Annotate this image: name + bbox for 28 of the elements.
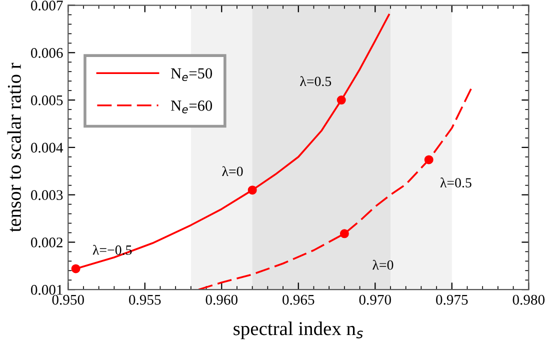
x-tick-label: 0.960: [206, 294, 238, 305]
x-tick-label: 0.975: [436, 294, 468, 305]
y-axis-title: tensor to scalar ratio r: [7, 62, 21, 232]
x-tick-label: 0.950: [52, 294, 84, 305]
y-tick-label: 0.001: [31, 284, 62, 295]
point: [248, 186, 257, 195]
annotation: λ=−0.5: [92, 244, 132, 255]
x-tick-label: 0.970: [359, 294, 391, 305]
point: [336, 96, 346, 105]
y-tick-label: 0.004: [31, 142, 64, 153]
annotation: λ=0.5: [300, 76, 332, 86]
legend-label: N$_{e}$=50: [170, 68, 212, 82]
y-tick-label: 0.007: [31, 0, 63, 11]
x-tick-label: 0.965: [282, 294, 314, 305]
annotation: λ=0: [222, 166, 243, 176]
x-tick-label: 0.980: [512, 294, 544, 305]
annotation: λ=0.5: [440, 178, 472, 188]
y-tick-label: 0.006: [31, 48, 63, 58]
point: [424, 155, 434, 164]
annotation: λ=0: [372, 260, 394, 270]
point: [71, 264, 80, 274]
legend-label: N$_{e}$=60: [170, 100, 212, 114]
y-tick-label: 0.005: [31, 95, 63, 106]
x-tick-label: 0.955: [129, 294, 161, 305]
x-axis-title: spectral index n$_{s}$: [234, 322, 363, 340]
point: [340, 229, 349, 238]
y-tick-label: 0.003: [31, 190, 63, 200]
y-tick-label: 0.002: [31, 238, 62, 248]
